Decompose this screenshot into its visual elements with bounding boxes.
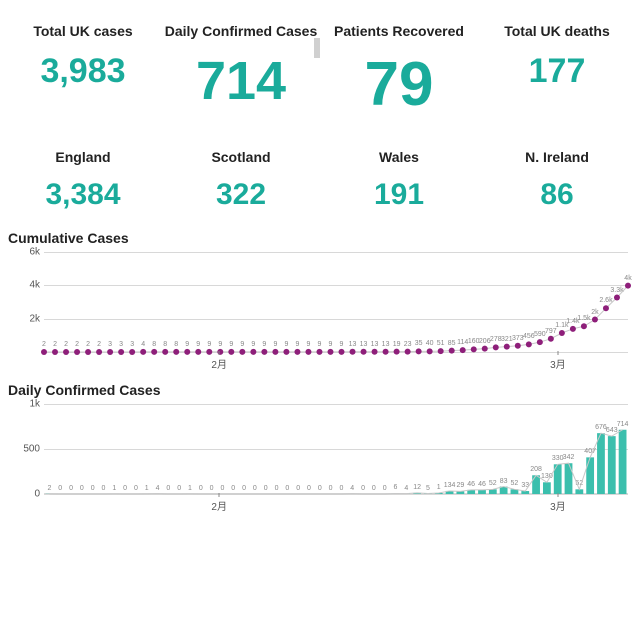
stat-label: Scotland: [164, 140, 318, 174]
stat-card: Wales 191: [320, 134, 478, 220]
stat-card: Daily Confirmed Cases 714: [162, 8, 320, 126]
stat-value: 714: [164, 54, 318, 108]
y-tick: 4k: [6, 280, 40, 291]
stat-label: Total UK deaths: [480, 14, 634, 48]
stats-row-top: Total UK cases 3,983Daily Confirmed Cases…: [0, 0, 640, 126]
cumulative-chart: 2k4k6k2222223334888999999999999999131313…: [44, 252, 628, 352]
y-tick: 0: [6, 489, 40, 500]
stat-label: N. Ireland: [480, 140, 634, 174]
cumulative-xaxis: 2月 3月: [44, 354, 628, 372]
x-tick: 3月: [550, 356, 566, 371]
stats-row-bottom: England 3,384Scotland 322Wales 191N. Irelan…: [0, 126, 640, 220]
stat-card: Scotland 322: [162, 134, 320, 220]
y-tick: 2k: [6, 313, 40, 324]
stat-value: 3,983: [6, 54, 160, 88]
stat-label: Daily Confirmed Cases: [164, 14, 318, 48]
x-tick: 3月: [550, 498, 566, 513]
stat-value: 322: [164, 180, 318, 210]
cumulative-title: Cumulative Cases: [0, 220, 640, 248]
stat-card: Total UK cases 3,983: [4, 8, 162, 126]
stat-card: Total UK deaths 177: [478, 8, 636, 126]
y-tick: 500: [6, 444, 40, 455]
stat-value: 191: [322, 180, 476, 210]
stat-value: 177: [480, 54, 634, 88]
stat-label: Total UK cases: [6, 14, 160, 48]
stat-value: 79: [322, 54, 476, 116]
stat-card: Patients Recovered 79: [320, 8, 478, 126]
daily-xaxis: 2月 3月: [44, 496, 628, 514]
stat-card: England 3,384: [4, 134, 162, 220]
stat-value: 3,384: [6, 180, 160, 210]
y-tick: 1k: [6, 399, 40, 410]
stat-label: England: [6, 140, 160, 174]
stat-value: 86: [480, 180, 634, 210]
stat-card: N. Ireland 86: [478, 134, 636, 220]
x-tick: 2月: [211, 498, 227, 513]
y-tick: 6k: [6, 247, 40, 258]
x-tick: 2月: [211, 356, 227, 371]
daily-title: Daily Confirmed Cases: [0, 372, 640, 400]
stat-label: Wales: [322, 140, 476, 174]
daily-chart: 05001k2000001001400100000000000000400064…: [44, 404, 628, 494]
stat-label: Patients Recovered: [322, 14, 476, 48]
